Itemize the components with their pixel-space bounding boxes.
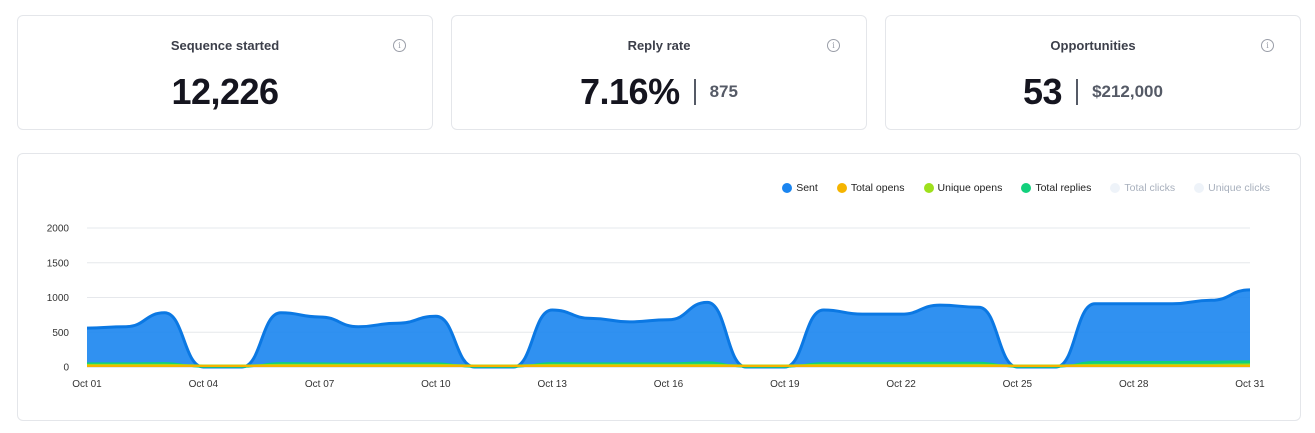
stat-value: 53	[1023, 71, 1063, 112]
x-tick-label: Oct 13	[537, 379, 567, 390]
y-tick-label: 1000	[47, 293, 70, 304]
x-tick-label: Oct 25	[1003, 379, 1033, 390]
legend-item-sent[interactable]: Sent	[782, 182, 818, 194]
info-icon[interactable]: i	[393, 39, 406, 52]
info-icon[interactable]: i	[1261, 39, 1274, 52]
legend-label: Unique opens	[937, 182, 1003, 194]
legend-dot	[1194, 183, 1205, 193]
legend-dot	[1110, 183, 1121, 193]
stat-title: Reply rate	[627, 38, 691, 53]
stat-title: Sequence started	[170, 38, 280, 53]
stat-title: Opportunities	[1050, 38, 1136, 53]
x-tick-label: Oct 04	[189, 379, 219, 390]
info-icon[interactable]: i	[827, 39, 840, 52]
sequence-started-card: Sequence started i 12,226	[17, 15, 433, 130]
legend-item-unique-clicks[interactable]: Unique clicks	[1194, 182, 1270, 194]
stat-value-row: 7.16% 875	[452, 71, 866, 113]
legend-dot	[1021, 183, 1032, 193]
activity-chart-card: 0 500 1000 1500 2000 Oct 01 Oct 04 Oct 07 Oct 10…	[17, 153, 1301, 421]
legend-item-total-opens[interactable]: Total opens	[836, 182, 905, 194]
reply-rate-card: Reply rate i 7.16% 875	[451, 15, 867, 130]
legend-label: Total opens	[850, 182, 905, 194]
stat-value: 12,226	[171, 71, 279, 112]
legend-label: Total clicks	[1124, 182, 1176, 194]
x-tick-label: Oct 16	[654, 379, 684, 390]
y-tick-label: 2000	[47, 224, 70, 235]
legend-label: Sent	[796, 182, 818, 194]
stat-value-row: 53 $212,000	[886, 71, 1300, 113]
stat-sub-value: $212,000	[1092, 82, 1163, 101]
x-tick-label: Oct 31	[1235, 379, 1265, 390]
legend-label: Unique clicks	[1208, 182, 1270, 194]
series-area-sent	[87, 289, 1250, 367]
stat-separator	[1076, 79, 1079, 105]
y-tick-label: 0	[63, 363, 69, 374]
stat-value-row: 12,226	[18, 71, 432, 113]
stat-value: 7.16%	[580, 71, 680, 112]
stat-sub-value: 875	[709, 82, 738, 101]
x-tick-label: Oct 01	[72, 379, 102, 390]
x-tick-label: Oct 10	[421, 379, 451, 390]
x-tick-label: Oct 28	[1119, 379, 1149, 390]
legend-dot	[836, 183, 847, 193]
opportunities-card: Opportunities i 53 $212,000	[885, 15, 1301, 130]
x-tick-label: Oct 22	[886, 379, 916, 390]
legend-item-total-clicks[interactable]: Total clicks	[1110, 182, 1175, 194]
activity-chart: 0 500 1000 1500 2000 Oct 01 Oct 04 Oct 07 Oct 10…	[47, 224, 1265, 391]
legend-dot	[782, 183, 793, 193]
x-tick-label: Oct 07	[305, 379, 335, 390]
y-tick-label: 1500	[47, 258, 70, 269]
stat-separator	[693, 79, 696, 105]
y-tick-label: 500	[52, 328, 69, 339]
x-tick-label: Oct 19	[770, 379, 800, 390]
legend-item-unique-opens[interactable]: Unique opens	[923, 182, 1003, 194]
legend-item-total-replies[interactable]: Total replies	[1021, 182, 1091, 194]
chart-legend: Sent Total opens Unique opens Total repl…	[763, 182, 1270, 194]
legend-label: Total replies	[1035, 182, 1092, 194]
legend-dot	[923, 183, 934, 193]
